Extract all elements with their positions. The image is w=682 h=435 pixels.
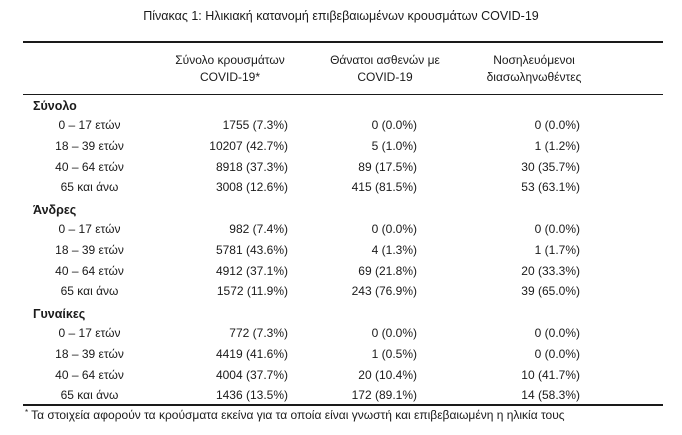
age-group-label: 18 – 39 ετών (55, 138, 124, 153)
total-cases-cell: 10207 (42.7%) (209, 138, 288, 153)
deaths-cell: 0 (0.0%) (371, 326, 417, 340)
intubated-cell: 0 (0.0%) (534, 118, 580, 132)
table-row: 18 – 39 ετών 5781 (43.6%) 4 (1.3%) 1 (1.7%) (0, 243, 682, 263)
age-group-label: 65 και άνω (60, 388, 119, 403)
intubated-cell: 1 (1.7%) (534, 242, 580, 257)
age-group-label: 40 – 64 ετών (55, 367, 124, 382)
header-deaths-line2: COVID-19 (357, 70, 413, 84)
top-rule (23, 41, 663, 43)
intubated-cell: 0 (0.0%) (534, 346, 580, 361)
header-intubated-line2: διασωληνωθέντες (486, 70, 582, 84)
age-group-label: 0 – 17 ετών (58, 222, 121, 236)
total-cases-cell: 772 (7.3%) (229, 326, 288, 340)
footnote: * Τα στοιχεία αφορούν τα κρούσματα εκείνα… (25, 408, 565, 422)
deaths-cell: 415 (81.5%) (351, 180, 417, 195)
bottom-rule (23, 404, 663, 406)
intubated-cell: 53 (63.1%) (521, 180, 580, 195)
footnote-mark: * (25, 408, 29, 417)
deaths-cell: 5 (1.0%) (371, 138, 417, 153)
deaths-cell: 243 (76.9%) (351, 284, 417, 299)
header-total-cases-line1: Σύνολο κρουσμάτων (175, 53, 285, 67)
total-cases-cell: 3008 (12.6%) (215, 180, 288, 195)
deaths-cell: 89 (17.5%) (358, 159, 417, 174)
age-group-label: 0 – 17 ετών (58, 118, 121, 132)
intubated-cell: 20 (33.3%) (521, 263, 580, 278)
header-total-cases: Σύνολο κρουσμάτων COVID-19* (175, 52, 285, 86)
table-row: 18 – 39 ετών 4419 (41.6%) 1 (0.5%) 0 (0.0%) (0, 347, 682, 367)
total-cases-cell: 1755 (7.3%) (222, 118, 288, 132)
deaths-cell: 172 (89.1%) (351, 388, 417, 403)
intubated-cell: 0 (0.0%) (534, 222, 580, 236)
intubated-cell: 1 (1.2%) (534, 138, 580, 153)
intubated-cell: 10 (41.7%) (521, 367, 580, 382)
age-group-label: 18 – 39 ετών (55, 242, 124, 257)
deaths-cell: 4 (1.3%) (371, 242, 417, 257)
footnote-text: Τα στοιχεία αφορούν τα κρούσματα εκείνα … (31, 408, 565, 422)
group-title: Σύνολο (33, 99, 77, 113)
intubated-cell: 30 (35.7%) (521, 159, 580, 174)
age-group-label: 40 – 64 ετών (55, 263, 124, 278)
total-cases-cell: 1436 (13.5%) (215, 388, 288, 403)
total-cases-cell: 5781 (43.6%) (215, 242, 288, 257)
age-group-label: 65 και άνω (60, 180, 119, 195)
total-cases-cell: 982 (7.4%) (229, 222, 288, 236)
total-cases-cell: 1572 (11.9%) (216, 284, 288, 299)
table-row: 65 και άνω 1436 (13.5%) 172 (89.1%) 14 (58.… (0, 388, 682, 408)
deaths-cell: 20 (10.4%) (358, 367, 417, 382)
table-row: 65 και άνω 1572 (11.9%) 243 (76.9%) 39 (65.… (0, 284, 682, 304)
deaths-cell: 0 (0.0%) (371, 222, 417, 236)
age-group-label: 0 – 17 ετών (58, 326, 121, 340)
age-group-label: 40 – 64 ετών (55, 159, 124, 174)
header-intubated: Νοσηλευόμενοι διασωληνωθέντες (470, 52, 598, 86)
table-row: 0 – 17 ετών 1755 (7.3%) 0 (0.0%) 0 (0.0%) (0, 118, 682, 138)
header-total-cases-line2: COVID-19* (199, 70, 261, 84)
deaths-cell: 0 (0.0%) (371, 118, 417, 132)
table-row: 0 – 17 ετών 982 (7.4%) 0 (0.0%) 0 (0.0%) (0, 222, 682, 242)
intubated-cell: 14 (58.3%) (521, 388, 580, 403)
group-title: Γυναίκες (33, 307, 86, 321)
age-group-label: 65 και άνω (60, 284, 119, 299)
table-caption: Πίνακας 1: Ηλικιακή κατανομή επιβεβαιωμέ… (143, 9, 539, 23)
total-cases-cell: 4004 (37.7%) (215, 367, 288, 382)
table-row: 40 – 64 ετών 4004 (37.7%) 20 (10.4%) 10 (41… (0, 368, 682, 388)
total-cases-cell: 4912 (37.1%) (215, 263, 288, 278)
intubated-cell: 39 (65.0%) (521, 284, 580, 299)
table-row: 65 και άνω 3008 (12.6%) 415 (81.5%) 53 (63.… (0, 180, 682, 200)
total-cases-cell: 8918 (37.3%) (215, 159, 288, 174)
age-group-label: 18 – 39 ετών (55, 346, 124, 361)
table-row: 0 – 17 ετών 772 (7.3%) 0 (0.0%) 0 (0.0%) (0, 326, 682, 346)
group-title: Άνδρες (33, 203, 77, 217)
header-rule (23, 94, 663, 95)
deaths-cell: 69 (21.8%) (358, 263, 417, 278)
deaths-cell: 1 (0.5%) (371, 346, 417, 361)
header-deaths-line1: Θάνατοι ασθενών με (330, 53, 440, 67)
header-deaths: Θάνατοι ασθενών με COVID-19 (322, 52, 448, 86)
total-cases-cell: 4419 (41.6%) (215, 346, 288, 361)
header-intubated-line1: Νοσηλευόμενοι (493, 53, 575, 67)
intubated-cell: 0 (0.0%) (534, 326, 580, 340)
table-row: 40 – 64 ετών 8918 (37.3%) 89 (17.5%) 30 (35… (0, 160, 682, 180)
table-row: 40 – 64 ετών 4912 (37.1%) 69 (21.8%) 20 (33… (0, 264, 682, 284)
table-row: 18 – 39 ετών 10207 (42.7%) 5 (1.0%) 1 (1.2%… (0, 139, 682, 159)
